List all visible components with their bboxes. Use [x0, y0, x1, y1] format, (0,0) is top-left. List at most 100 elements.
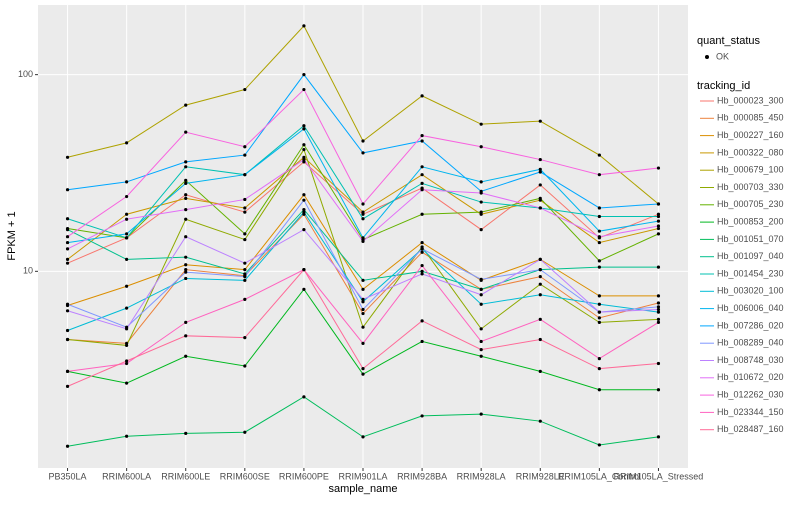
- data-point: [656, 310, 661, 314]
- data-point: [65, 217, 70, 221]
- legend-label: Hb_008289_040: [717, 338, 784, 348]
- data-point: [479, 277, 483, 281]
- data-point: [479, 122, 483, 126]
- data-point: [479, 200, 483, 204]
- data-point: [184, 130, 188, 134]
- data-point: [302, 395, 306, 399]
- data-point: [361, 139, 365, 143]
- legend-label: Hb_000085_450: [717, 113, 784, 123]
- data-point: [597, 173, 601, 177]
- data-point: [184, 217, 188, 221]
- data-point: [302, 127, 306, 131]
- data-point: [125, 180, 129, 184]
- data-point: [361, 210, 365, 214]
- data-point: [184, 235, 188, 239]
- legend-label: Hb_007286_020: [717, 320, 784, 330]
- data-point: [65, 247, 70, 251]
- data-point: [302, 198, 306, 202]
- data-point: [479, 191, 483, 195]
- data-point: [184, 431, 188, 435]
- data-point: [420, 272, 424, 276]
- data-point: [538, 119, 542, 123]
- data-point: [361, 151, 365, 155]
- data-point: [420, 414, 424, 418]
- data-point: [656, 307, 661, 312]
- data-point: [597, 206, 601, 210]
- data-point: [656, 301, 661, 305]
- data-point: [243, 87, 247, 92]
- data-point: [538, 206, 542, 210]
- data-point: [420, 339, 424, 344]
- data-point: [184, 320, 188, 324]
- data-point: [420, 139, 424, 143]
- data-point: [420, 240, 424, 245]
- data-point: [302, 147, 306, 152]
- x-tick-label: PB350LA: [49, 471, 87, 481]
- data-point: [65, 261, 70, 265]
- data-point: [538, 257, 542, 261]
- data-point: [184, 276, 188, 281]
- data-point: [125, 361, 129, 366]
- data-point: [420, 250, 424, 254]
- data-point: [656, 435, 661, 439]
- x-tick-label: RRIM600PE: [279, 471, 329, 481]
- x-tick-label: RRIM928LA: [457, 471, 506, 481]
- data-point: [656, 214, 661, 219]
- data-point: [125, 232, 129, 236]
- x-tick-label: RRIM600SE: [220, 471, 270, 481]
- data-point: [538, 419, 542, 423]
- data-point: [125, 327, 129, 331]
- data-point: [184, 181, 188, 185]
- data-point: [420, 269, 424, 273]
- data-point: [65, 240, 70, 245]
- data-point: [302, 207, 306, 212]
- legend-label: Hb_000322_080: [717, 147, 784, 157]
- data-point: [65, 369, 70, 373]
- y-tick-label: 10: [23, 266, 33, 276]
- data-point: [184, 354, 188, 358]
- data-point: [65, 235, 70, 239]
- data-point: [184, 196, 188, 200]
- x-tick-label: RRIM105LA_Control: [558, 471, 641, 481]
- legend-label: Hb_006006_040: [717, 303, 784, 313]
- data-point: [125, 381, 129, 385]
- data-point: [184, 207, 188, 212]
- data-point: [65, 337, 70, 342]
- legend-label: Hb_000679_100: [717, 165, 784, 175]
- legend-label: Hb_023344_150: [717, 407, 784, 417]
- data-point: [302, 24, 306, 28]
- data-point: [479, 287, 483, 291]
- data-point: [361, 341, 365, 346]
- legend-label: Hb_028487_160: [717, 424, 784, 434]
- data-point: [597, 214, 601, 219]
- data-point: [243, 237, 247, 242]
- data-point: [361, 239, 365, 243]
- data-point: [420, 212, 424, 216]
- data-point: [65, 257, 70, 261]
- data-point: [479, 354, 483, 358]
- data-point: [479, 347, 483, 352]
- data-point: [243, 261, 247, 265]
- data-point: [125, 236, 129, 240]
- data-point: [656, 224, 661, 228]
- data-point: [597, 320, 601, 324]
- data-point: [65, 309, 70, 313]
- legend-title: tracking_id: [697, 80, 750, 92]
- data-point: [597, 316, 601, 320]
- data-point: [597, 443, 601, 447]
- data-point: [125, 434, 129, 438]
- data-point: [420, 181, 424, 185]
- legend: Hb_000023_300 Hb_000085_450 Hb_000227_160 H…: [700, 95, 784, 434]
- data-point: [538, 268, 542, 272]
- data-point: [361, 297, 365, 301]
- y-tick-label: 100: [18, 69, 33, 79]
- data-point: [597, 259, 601, 263]
- data-point: [420, 173, 424, 177]
- legend-label: Hb_000705_230: [717, 199, 784, 209]
- data-point: [184, 334, 188, 338]
- data-point: [184, 193, 188, 197]
- y-axis-label: FPKM + 1: [6, 211, 18, 260]
- data-point: [538, 196, 542, 200]
- data-point: [656, 226, 661, 231]
